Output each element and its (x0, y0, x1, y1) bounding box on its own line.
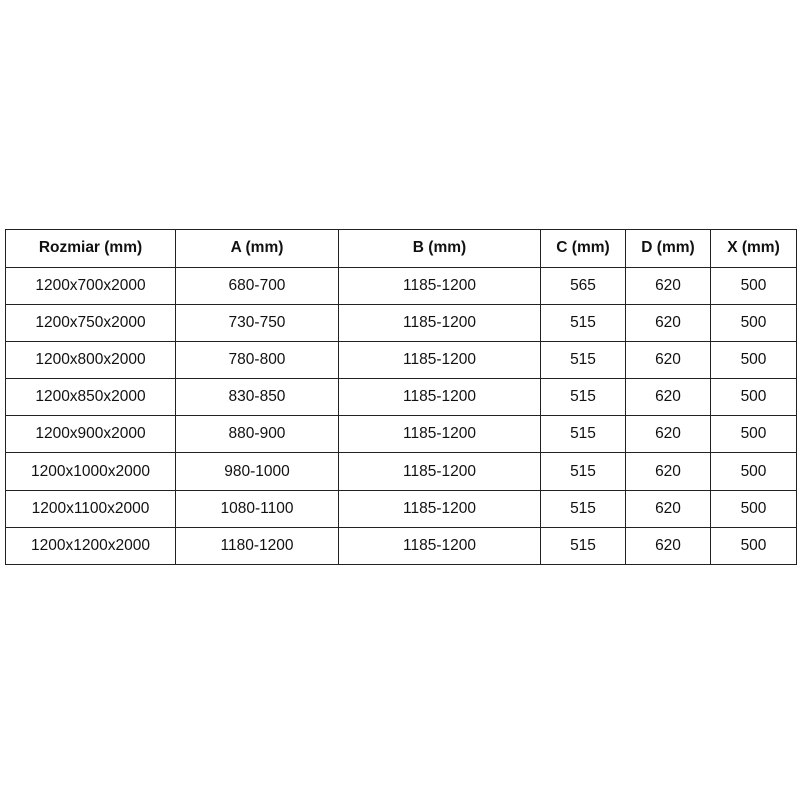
table-cell: 1200x1100x2000 (5, 489, 176, 528)
table-cell: 515 (540, 526, 626, 566)
table-cell: 1200x700x2000 (5, 266, 176, 305)
table-row: 1200x1000x2000 980-1000 1185-1200 515 620 500 (5, 452, 797, 491)
table-cell: 515 (540, 489, 626, 528)
table-cell: 1185-1200 (338, 340, 541, 380)
table-row: 1200x750x2000 730-750 1185-1200 515 620 500 (5, 303, 797, 342)
table-cell: 1200x1200x2000 (5, 526, 176, 566)
table-cell: 680-700 (175, 266, 339, 305)
table-cell: 830-850 (175, 378, 339, 417)
table-cell: 1200x800x2000 (5, 340, 176, 380)
table-cell: 780-800 (175, 340, 339, 380)
table-cell: 620 (625, 452, 711, 491)
table-cell: 1185-1200 (338, 266, 541, 305)
table-cell: 515 (540, 340, 626, 380)
column-header: C (mm) (540, 229, 626, 268)
table-cell: 620 (625, 340, 711, 380)
table-cell: 500 (710, 415, 797, 454)
table-cell: 565 (540, 266, 626, 305)
table-row: 1200x850x2000 830-850 1185-1200 515 620 500 (5, 378, 797, 417)
column-header: A (mm) (175, 229, 339, 268)
table-cell: 515 (540, 303, 626, 342)
table-row: 1200x1200x2000 1180-1200 1185-1200 515 620 50… (5, 526, 797, 566)
table-cell: 500 (710, 266, 797, 305)
table-cell: 1185-1200 (338, 452, 541, 491)
table-cell: 500 (710, 526, 797, 566)
column-header: D (mm) (625, 229, 711, 268)
table-row: 1200x800x2000 780-800 1185-1200 515 620 500 (5, 340, 797, 380)
table-cell: 1185-1200 (338, 378, 541, 417)
table-cell: 980-1000 (175, 452, 339, 491)
table-row: 1200x1100x2000 1080-1100 1185-1200 515 620 50… (5, 489, 797, 528)
table-cell: 620 (625, 266, 711, 305)
column-header: X (mm) (710, 229, 797, 268)
table-cell: 620 (625, 378, 711, 417)
header-row: Rozmiar (mm) A (mm) B (mm) C (mm) D (mm) X (m… (5, 229, 797, 268)
table-cell: 880-900 (175, 415, 339, 454)
table-cell: 1200x750x2000 (5, 303, 176, 342)
table-cell: 620 (625, 526, 711, 566)
table-cell: 1185-1200 (338, 526, 541, 566)
table-cell: 500 (710, 489, 797, 528)
table-cell: 515 (540, 452, 626, 491)
table-cell: 1080-1100 (175, 489, 339, 528)
column-header: Rozmiar (mm) (5, 229, 176, 268)
column-header: B (mm) (338, 229, 541, 268)
table-cell: 1200x900x2000 (5, 415, 176, 454)
table-cell: 1200x1000x2000 (5, 452, 176, 491)
table-cell: 500 (710, 378, 797, 417)
table-cell: 500 (710, 452, 797, 491)
table-cell: 1185-1200 (338, 415, 541, 454)
dimensions-table: Rozmiar (mm) A (mm) B (mm) C (mm) D (mm) X (m… (5, 229, 797, 566)
table-cell: 1200x850x2000 (5, 378, 176, 417)
table-cell: 620 (625, 489, 711, 528)
table-cell: 620 (625, 303, 711, 342)
table-cell: 730-750 (175, 303, 339, 342)
table-cell: 1185-1200 (338, 303, 541, 342)
table-cell: 1185-1200 (338, 489, 541, 528)
table-cell: 500 (710, 303, 797, 342)
table-cell: 620 (625, 415, 711, 454)
table-cell: 515 (540, 378, 626, 417)
table-cell: 1180-1200 (175, 526, 339, 566)
table-row: 1200x700x2000 680-700 1185-1200 565 620 500 (5, 266, 797, 305)
table-cell: 515 (540, 415, 626, 454)
table-cell: 500 (710, 340, 797, 380)
table-row: 1200x900x2000 880-900 1185-1200 515 620 500 (5, 415, 797, 454)
